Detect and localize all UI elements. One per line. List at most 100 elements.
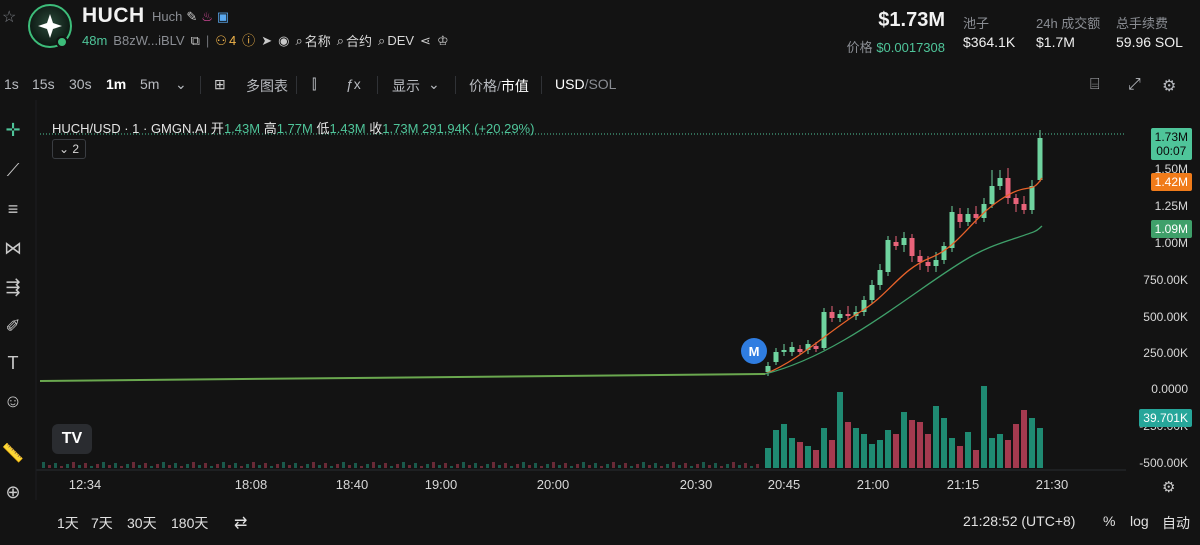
date-range-icon[interactable]: ⇄ bbox=[234, 515, 248, 532]
crown-icon[interactable]: ♔ bbox=[436, 33, 449, 48]
volume-bar bbox=[732, 462, 735, 468]
volume-bar bbox=[853, 428, 859, 468]
settings-gear-icon[interactable]: ⚙ bbox=[1162, 78, 1177, 95]
holders-count[interactable]: ⚇ 4 bbox=[215, 33, 237, 48]
volume-bar bbox=[1029, 418, 1035, 468]
interval-15s[interactable]: 15s bbox=[32, 76, 55, 92]
volume-bar bbox=[252, 462, 255, 468]
currency-toggle[interactable]: USD/SOL bbox=[555, 76, 617, 92]
search-contract-link[interactable]: ⌕ 合约 bbox=[336, 33, 373, 49]
emoji-icon[interactable]: ☺ bbox=[3, 390, 23, 411]
ruler-icon[interactable]: 📏 bbox=[1, 442, 25, 463]
telegram-icon[interactable]: ➤ bbox=[261, 33, 273, 48]
indicators-toggle[interactable]: ⌄ 2 bbox=[52, 139, 86, 159]
volume-bar bbox=[714, 463, 717, 468]
volume-bar bbox=[384, 463, 387, 468]
volume-bar bbox=[246, 464, 249, 468]
legend-symbol: HUCH/USD · 1 · GMGN.AI bbox=[52, 121, 208, 136]
interval-1s[interactable]: 1s bbox=[4, 76, 19, 92]
fib-icon[interactable]: ≡ bbox=[7, 198, 19, 219]
candle-style-icon[interactable]: ⫿ bbox=[312, 76, 317, 92]
copy-icon[interactable]: ⧉ bbox=[190, 33, 200, 48]
text-icon[interactable]: T bbox=[7, 352, 19, 373]
volume-bar bbox=[522, 462, 525, 468]
candle-body bbox=[837, 314, 843, 318]
log-toggle[interactable]: log bbox=[1130, 513, 1149, 529]
volume-bar bbox=[372, 462, 375, 468]
zoom-icon[interactable]: ⊕ bbox=[5, 481, 21, 502]
auto-scale-toggle[interactable]: 自动 bbox=[1162, 515, 1190, 531]
display-menu-button[interactable]: 显示 bbox=[392, 78, 420, 94]
candle-body bbox=[773, 352, 779, 362]
favorite-star-icon[interactable]: ☆ bbox=[2, 9, 17, 26]
volume-bar bbox=[234, 463, 237, 468]
toolbar-divider bbox=[541, 76, 542, 94]
price-label: 价格 bbox=[846, 40, 873, 55]
y-tick-label: 1.50M bbox=[1154, 162, 1188, 176]
multi-chart-button[interactable]: 多图表 bbox=[246, 78, 288, 94]
volume-bar bbox=[660, 466, 663, 468]
price-option[interactable]: 价格 bbox=[469, 78, 497, 94]
camera-icon[interactable]: ⌸ bbox=[1090, 76, 1100, 93]
flat-price-line bbox=[39, 373, 766, 382]
price-mcap-toggle[interactable]: 价格/市值 bbox=[469, 78, 529, 94]
y-tick-label: 0.0000 bbox=[1151, 382, 1188, 396]
migration-marker[interactable]: M bbox=[741, 338, 767, 364]
stat-pool-label: 池子 bbox=[963, 16, 990, 31]
fullscreen-icon[interactable]: ⤢ bbox=[1128, 76, 1141, 93]
pattern-icon[interactable]: ⋈ bbox=[4, 237, 22, 258]
share-icon[interactable]: ⋖ bbox=[420, 33, 431, 48]
interval-30s[interactable]: 30s bbox=[69, 76, 92, 92]
interval-dropdown-chevron-icon[interactable]: ⌄ bbox=[175, 76, 187, 92]
currency-usd[interactable]: USD bbox=[555, 76, 585, 92]
warning-icon[interactable]: ⓘ bbox=[242, 33, 256, 48]
percent-toggle[interactable]: % bbox=[1103, 513, 1116, 529]
volume-bar bbox=[877, 440, 883, 468]
range-1d[interactable]: 1天 bbox=[57, 515, 79, 531]
edit-icon[interactable]: ✎ bbox=[186, 9, 198, 24]
legend-close: 1.73M bbox=[382, 121, 419, 136]
range-7d[interactable]: 7天 bbox=[91, 515, 113, 531]
volume-bar bbox=[216, 464, 219, 468]
trend-line-icon[interactable]: ⟋ bbox=[6, 159, 20, 180]
volume-bar bbox=[997, 434, 1003, 468]
y-tick-label: 1.25M bbox=[1154, 199, 1188, 213]
volume-bar bbox=[72, 462, 75, 468]
candle-body bbox=[989, 186, 995, 204]
legend-low-label: 低 bbox=[316, 121, 330, 136]
range-180d[interactable]: 180天 bbox=[171, 515, 209, 531]
volume-bar bbox=[168, 465, 171, 468]
token-address[interactable]: B8zW...iBLV bbox=[113, 33, 185, 48]
search-name-link[interactable]: ⌕ 名称 bbox=[295, 33, 331, 49]
crosshair-icon[interactable]: ✛ bbox=[5, 119, 21, 140]
display-chevron-down-icon[interactable]: ⌄ bbox=[428, 76, 440, 92]
mcap-option[interactable]: 市值 bbox=[500, 78, 529, 94]
indicators-fx-icon[interactable]: ƒx bbox=[346, 76, 361, 92]
volume-bar bbox=[570, 466, 573, 468]
add-chart-icon[interactable]: ⊞ bbox=[214, 76, 226, 92]
y-tick-label: 750.00K bbox=[1143, 273, 1188, 287]
volume-bar bbox=[696, 464, 699, 468]
search-icon: ⌕ bbox=[378, 33, 386, 48]
volume-bar bbox=[192, 462, 195, 468]
range-30d[interactable]: 30天 bbox=[127, 515, 157, 531]
interval-5m[interactable]: 5m bbox=[140, 76, 160, 92]
volume-bar bbox=[390, 466, 393, 468]
candle-body bbox=[901, 238, 907, 245]
interval-1m[interactable]: 1m bbox=[106, 76, 127, 92]
volume-bar bbox=[552, 462, 555, 468]
chart-settings-icon[interactable]: ⚙ bbox=[1162, 479, 1176, 496]
website-icon[interactable]: ◉ bbox=[278, 33, 290, 48]
volume-bar bbox=[138, 465, 141, 468]
volume-bar bbox=[909, 420, 915, 468]
candle-body bbox=[965, 214, 971, 222]
volume-bar bbox=[534, 463, 537, 468]
volume-bar bbox=[474, 463, 477, 468]
currency-sol[interactable]: SOL bbox=[588, 76, 617, 92]
verified-icon: ▣ bbox=[216, 9, 230, 24]
prediction-icon[interactable]: ⇶ bbox=[5, 276, 21, 297]
tradingview-logo[interactable]: TV bbox=[52, 424, 92, 454]
search-dev-link[interactable]: ⌕ DEV bbox=[378, 33, 415, 48]
brush-icon[interactable]: ✐ bbox=[5, 315, 21, 336]
